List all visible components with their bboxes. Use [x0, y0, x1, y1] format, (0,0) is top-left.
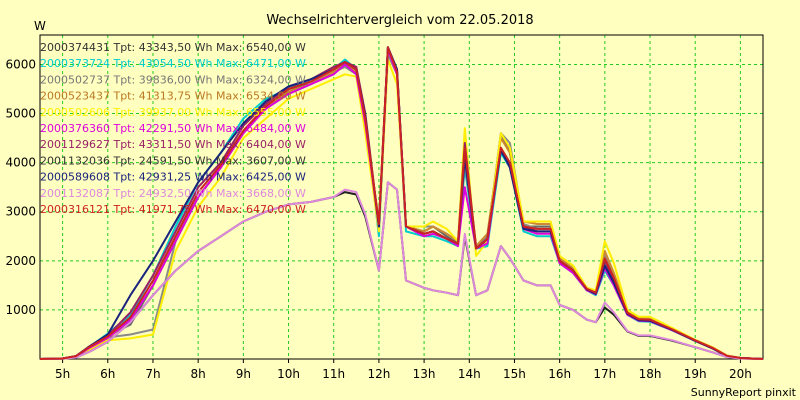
y-tick-label: 6000	[5, 57, 36, 71]
x-tick-label: 19h	[684, 367, 707, 381]
x-tick-label: 9h	[236, 367, 251, 381]
y-tick-label: 5000	[5, 107, 36, 121]
legend-entry: 2000589608 Tpt: 42931,25 Wh Max: 6425,00…	[40, 171, 306, 184]
legend-entry: 2000316121 Tpt: 41971,75 Wh Max: 6470,00…	[40, 203, 306, 216]
plot-frame	[39, 34, 764, 363]
legend-entry: 2001132036 Tpt: 24591,50 Wh Max: 3607,00…	[40, 154, 306, 167]
series-line-2000316121	[39, 46, 764, 360]
legend-entry: 2001132087 Tpt: 24932,50 Wh Max: 3668,00…	[40, 187, 306, 200]
series-line-2000502606	[39, 58, 764, 360]
legend: 2000374431 Tpt: 43343,50 Wh Max: 6540,00…	[40, 41, 306, 216]
legend-entry: 2000374431 Tpt: 43343,50 Wh Max: 6540,00…	[40, 41, 306, 54]
legend-entry: 2001129627 Tpt: 43311,50 Wh Max: 6404,00…	[40, 138, 306, 151]
series-line-2001132087	[39, 181, 764, 360]
y-tick-label: 1000	[5, 303, 36, 317]
x-tick-label: 18h	[639, 367, 662, 381]
x-tick-label: 16h	[548, 367, 571, 381]
x-tick-labels: 5h 6h 7h 8h 9h 10h 11h 12h 13h 14h 15h 16h 17h 18h 19h…	[55, 367, 752, 381]
x-tick-label: 5h	[55, 367, 70, 381]
legend-entry: 2000523437 Tpt: 41313,75 Wh Max: 6534,00…	[40, 90, 306, 103]
x-tick-label: 13h	[413, 367, 436, 381]
y-tick-label: 2000	[5, 254, 36, 268]
legend-entry: 2000502606 Tpt: 39937,00 Wh Max: 6555,00…	[40, 106, 306, 119]
y-tick-labels: 1000 2000 3000 4000 5000 6000	[5, 57, 36, 316]
legend-entry: 2000502737 Tpt: 39836,00 Wh Max: 6324,00…	[40, 73, 306, 86]
x-tick-label: 17h	[593, 367, 616, 381]
y-tick-label: 4000	[5, 156, 36, 170]
x-tick-label: 8h	[191, 367, 206, 381]
y-axis-unit: W	[34, 19, 46, 33]
x-tick-label: 15h	[503, 367, 526, 381]
x-tick-label: 14h	[458, 367, 481, 381]
legend-entry: 2000376360 Tpt: 42291,50 Wh Max: 6484,00…	[40, 122, 306, 135]
x-tick-label: 10h	[277, 367, 300, 381]
plot-border	[39, 34, 764, 360]
series-lines	[39, 46, 764, 360]
legend-entry: 2000373724 Tpt: 43054,50 Wh Max: 6471,00…	[40, 57, 306, 70]
x-tick-label: 7h	[145, 367, 160, 381]
credit-label: SunnyReport pinxit	[691, 386, 797, 399]
chart-title: Wechselrichtervergleich vom 22.05.2018	[266, 13, 533, 28]
x-tick-label: 6h	[100, 367, 115, 381]
x-tick-label: 12h	[367, 367, 390, 381]
x-tick-label: 20h	[729, 367, 752, 381]
x-tick-label: 11h	[322, 367, 345, 381]
y-tick-label: 3000	[5, 205, 36, 219]
